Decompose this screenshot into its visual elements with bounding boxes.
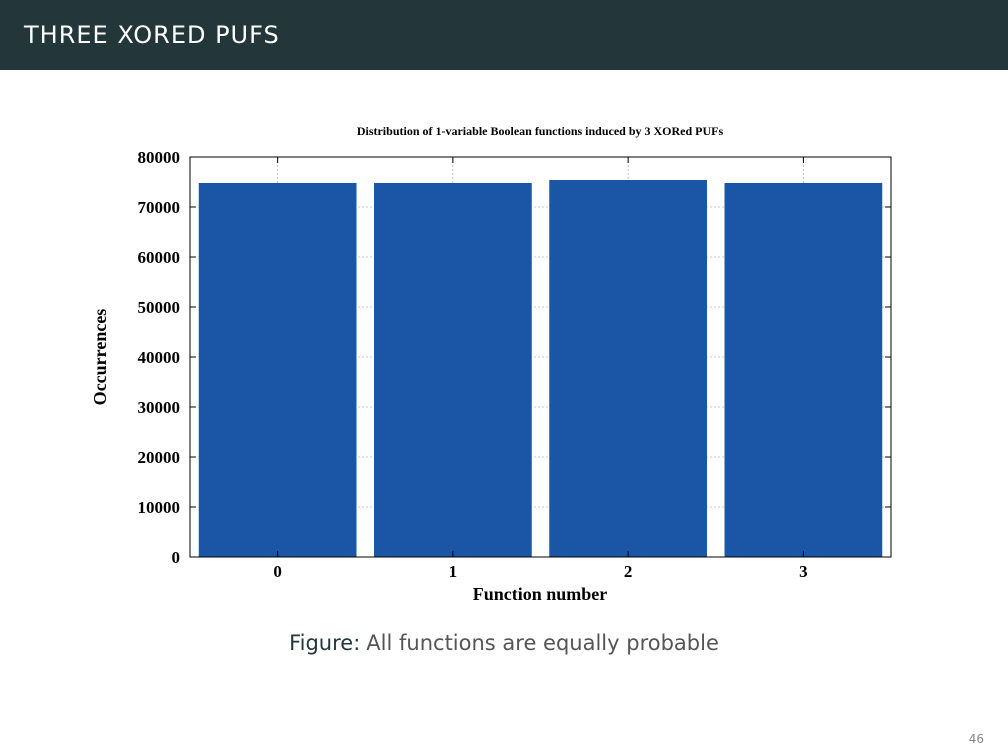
x-tick-label: 1 — [449, 562, 458, 581]
y-tick-label: 50000 — [138, 298, 181, 317]
y-tick-label: 20000 — [138, 448, 181, 467]
x-tick-label: 0 — [273, 562, 282, 581]
chart-title: Distribution of 1-variable Boolean funct… — [357, 124, 724, 138]
figure-caption: Figure: All functions are equally probabl… — [0, 628, 1008, 658]
bar-function-0 — [198, 183, 357, 557]
y-axis-ticks: 0 10000 20000 30000 40000 50000 60000 70000 8000… — [138, 148, 891, 567]
bars — [198, 180, 883, 557]
page-number: 46 — [968, 732, 984, 746]
bar-function-2 — [549, 180, 707, 557]
x-tick-label: 2 — [624, 562, 633, 581]
caption-label: Figure: — [289, 631, 361, 655]
y-tick-label: 0 — [172, 548, 181, 567]
x-tick-label: 3 — [799, 562, 808, 581]
y-tick-label: 30000 — [138, 398, 181, 417]
x-axis-label: Function number — [473, 584, 608, 604]
y-tick-label: 80000 — [138, 148, 181, 167]
caption-text: All functions are equally probable — [366, 631, 719, 655]
y-tick-label: 60000 — [138, 248, 181, 267]
y-tick-label: 40000 — [138, 348, 181, 367]
x-axis-ticks: 0 1 2 3 — [273, 157, 808, 581]
y-tick-label: 70000 — [138, 198, 181, 217]
y-tick-label: 10000 — [138, 498, 181, 517]
slide-header: THREE XORED PUFS — [0, 0, 1008, 70]
y-axis-label: Occurrences — [90, 309, 110, 406]
bar-function-3 — [724, 183, 883, 557]
slide-title: THREE XORED PUFS — [24, 21, 280, 49]
bar-function-1 — [374, 183, 532, 557]
